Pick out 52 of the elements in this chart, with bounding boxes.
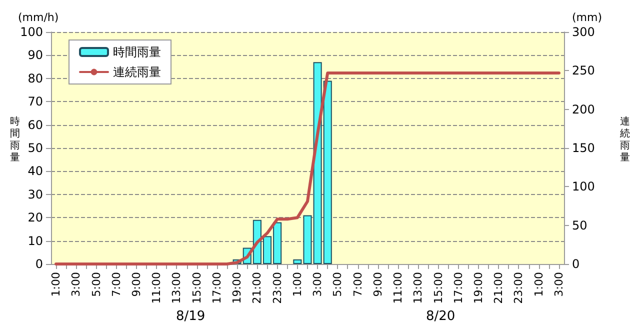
x-tick-label: 21:00 — [250, 272, 264, 304]
x-tick-label: 21:00 — [492, 272, 506, 304]
y-tick-label: 40 — [28, 164, 43, 178]
x-tick-label: 23:00 — [270, 272, 284, 304]
x-tick-label: 1:00 — [532, 272, 546, 297]
y2-tick-label: 250 — [572, 64, 595, 78]
text: (mm) — [572, 11, 602, 24]
x-tick-label: 17:00 — [210, 272, 224, 304]
x-tick-label: 13:00 — [170, 272, 184, 304]
y2-tick-label: 0 — [572, 257, 580, 271]
x-tick-label: 17:00 — [452, 272, 465, 304]
x-tick-label: 5:00 — [90, 272, 103, 297]
x-tick-label: 1:00 — [290, 272, 304, 297]
y-tick-label: 50 — [28, 141, 43, 155]
legend-label: 連続雨量 — [113, 65, 161, 79]
x-tick-label: 23:00 — [512, 272, 526, 304]
x-tick-label: 11:00 — [392, 272, 405, 304]
x-tick-label: 13:00 — [412, 272, 425, 304]
y-axis-title: 時間雨量 — [10, 116, 20, 164]
y-tick-label: 20 — [28, 210, 43, 225]
x-tick-label: 3:00 — [311, 272, 324, 297]
y2-tick-label: 200 — [572, 102, 595, 116]
x-tick-label: 3:00 — [70, 272, 83, 297]
x-tick-label: 9:00 — [371, 272, 384, 297]
y-tick-label: 0 — [35, 257, 43, 271]
x-tick-label: 15:00 — [432, 272, 445, 304]
y2-tick-label: 300 — [572, 25, 595, 39]
y-tick-label: 10 — [28, 234, 43, 248]
y2-tick-label: 50 — [572, 218, 588, 232]
y-tick-label: 30 — [28, 187, 43, 202]
x-tick-label: 9:00 — [130, 272, 143, 297]
x-tick-label: 15:00 — [190, 272, 204, 304]
y2-axis-title: 連続雨量 — [619, 116, 630, 164]
y2-tick-label: 100 — [572, 180, 595, 194]
y-tick-label: 60 — [28, 118, 43, 132]
y-tick-label: 70 — [28, 94, 43, 109]
x-tick-label: 19:00 — [472, 272, 485, 304]
x-tick-label: 11:00 — [150, 272, 164, 304]
y-tick-label: 100 — [20, 25, 43, 39]
x-tick-label: 1:00 — [50, 272, 63, 297]
text: 8/20 — [426, 309, 456, 324]
x-tick-label: 7:00 — [351, 272, 364, 297]
text: 8/19 — [176, 309, 206, 324]
x-tick-label: 19:00 — [230, 272, 244, 304]
legend-label: 時間雨量 — [113, 45, 161, 59]
y-tick-label: 80 — [28, 71, 43, 86]
x-tick-label: 7:00 — [110, 272, 123, 297]
y2-tick-label: 150 — [572, 141, 595, 155]
text: (mm/h) — [18, 11, 59, 24]
x-tick-label: 3:00 — [552, 272, 566, 297]
x-tick-label: 5:00 — [331, 272, 344, 297]
y-tick-label: 90 — [28, 48, 43, 62]
